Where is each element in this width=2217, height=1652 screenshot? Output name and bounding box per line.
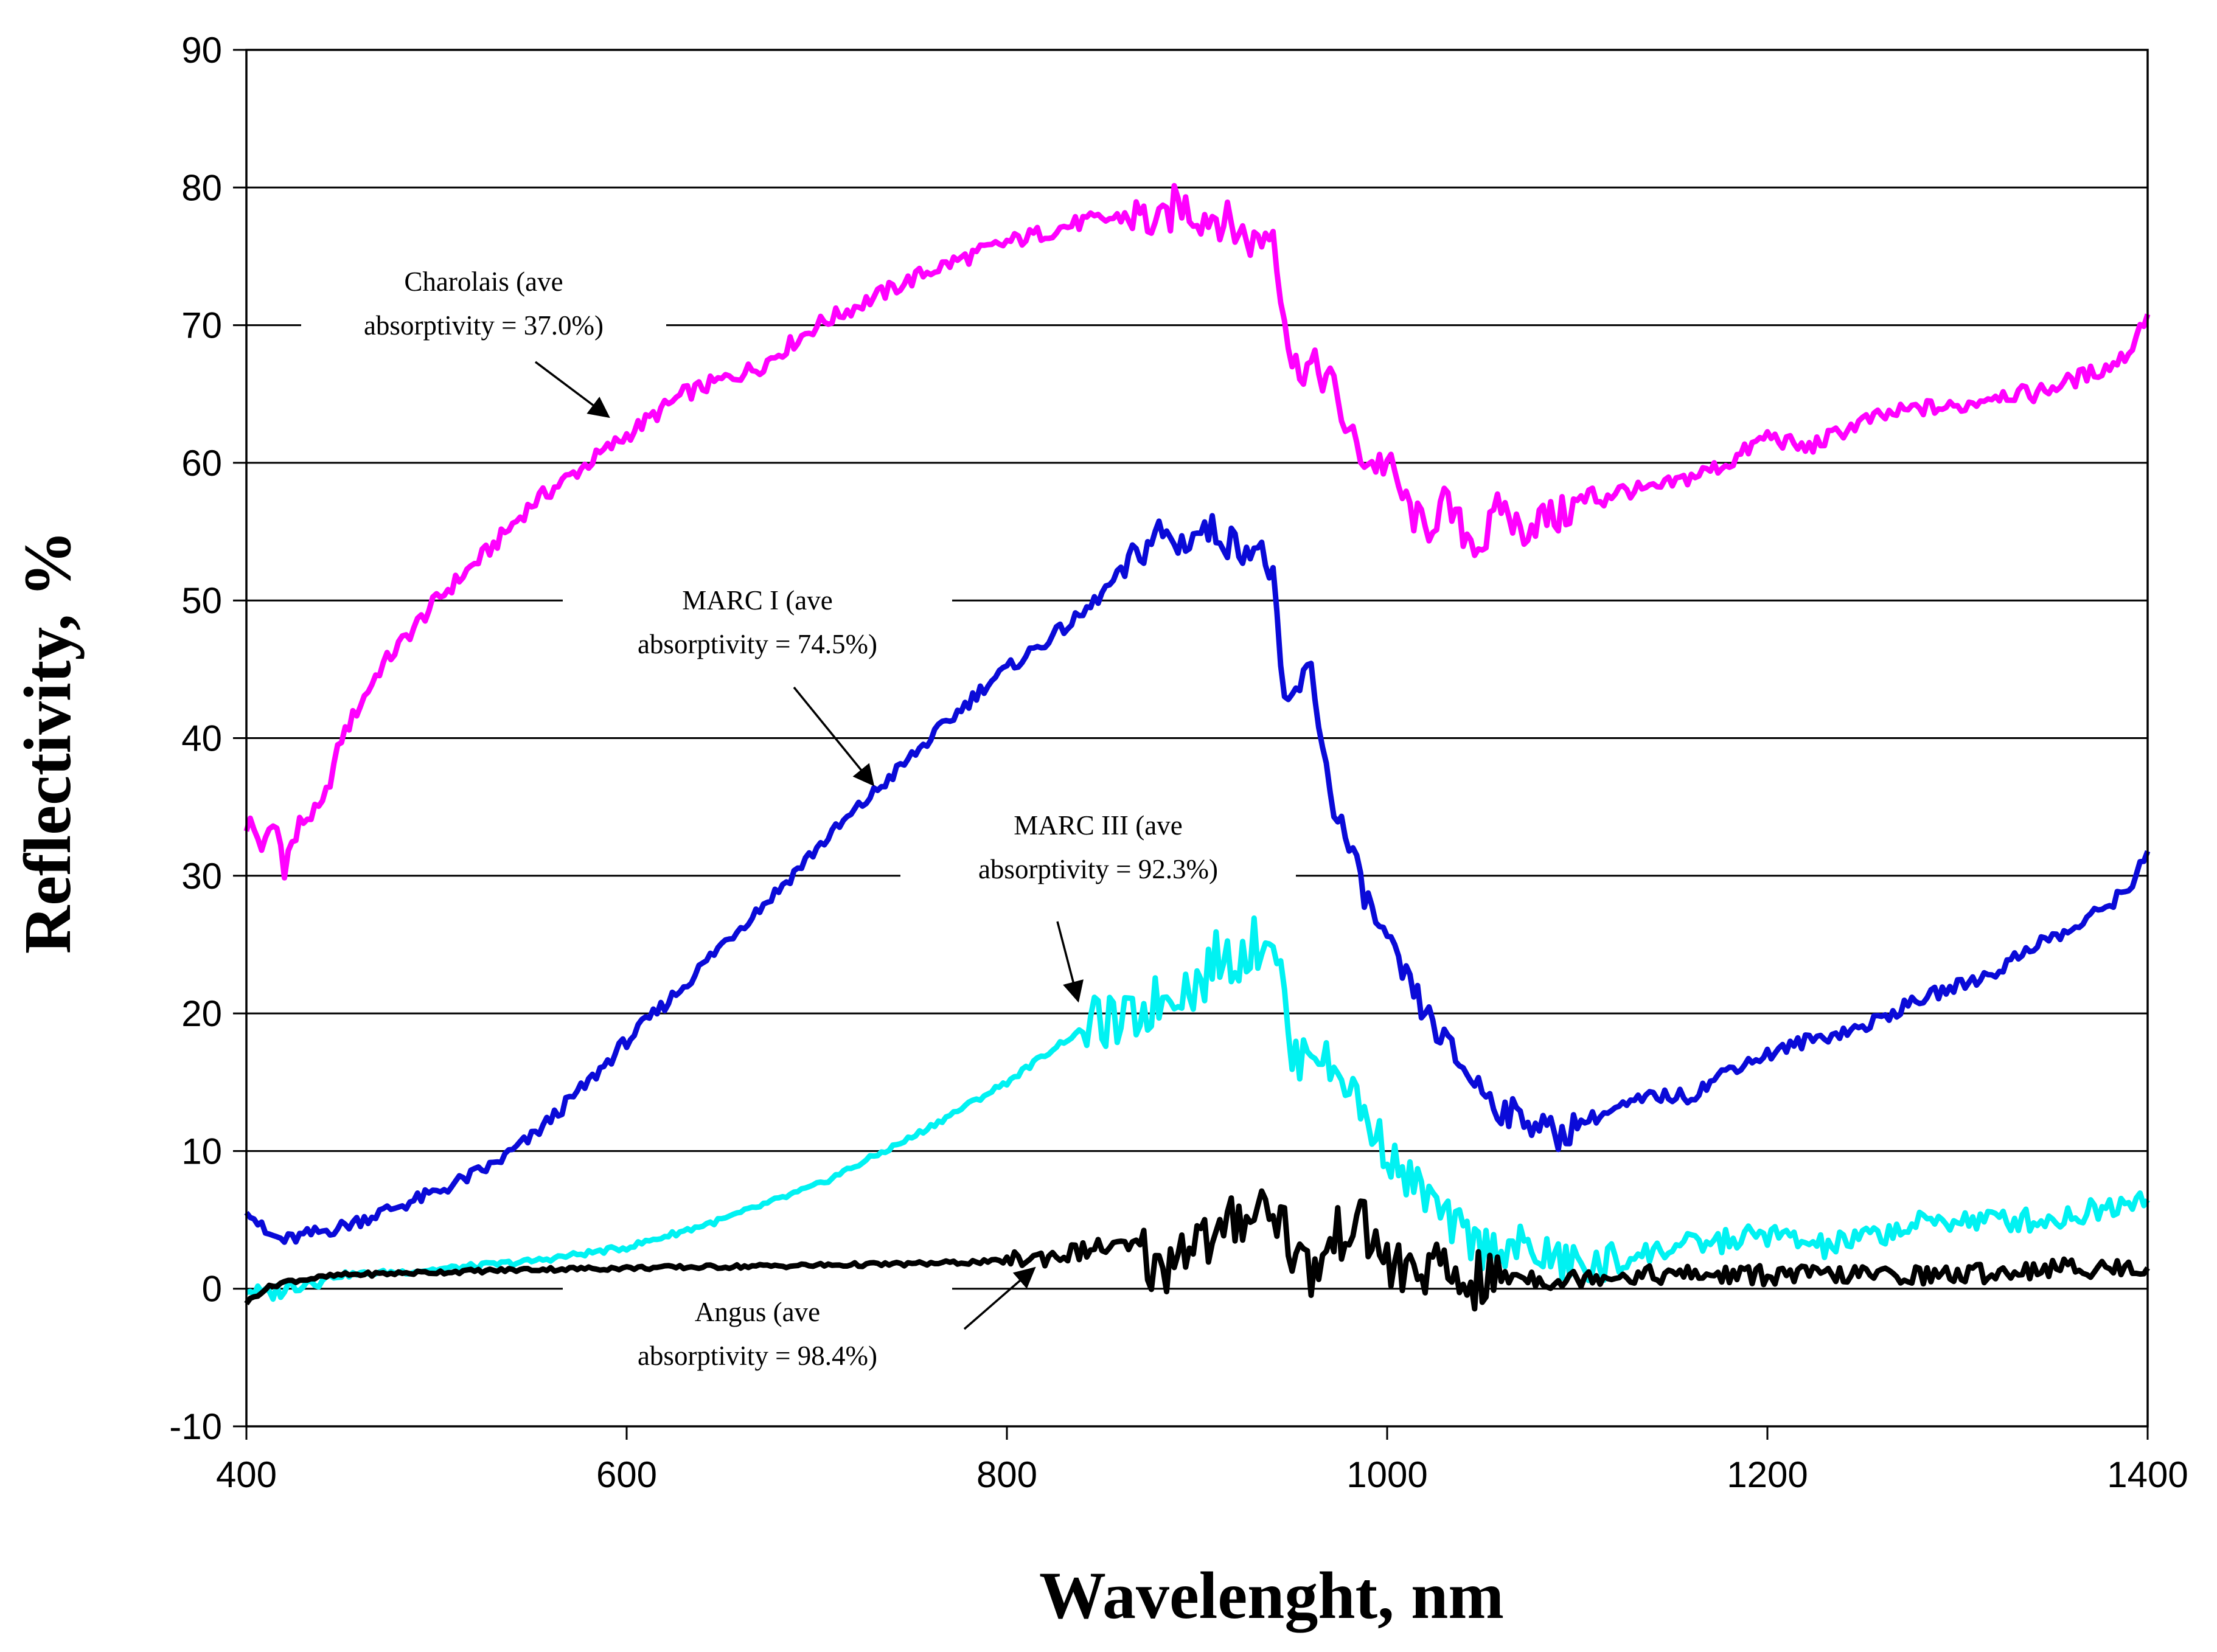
- x-tick-label: 1200: [1727, 1454, 1808, 1495]
- y-tick-label: 40: [181, 718, 222, 759]
- annotation-marc-i: MARC I (ave absorptivity = 74.5%): [563, 573, 952, 786]
- annotation-text: absorptivity = 37.0%): [364, 310, 604, 341]
- annotation-mask: [301, 254, 666, 352]
- annotation-marc-iii: MARC III (ave absorptivity = 92.3%): [900, 798, 1296, 1003]
- y-tick-label: 80: [181, 167, 222, 208]
- annotation-arrow: [1056, 921, 1084, 1003]
- annotation-text: Angus (ave: [695, 1297, 820, 1327]
- plot-frame: [245, 49, 2149, 1428]
- series-line-angus: [244, 1188, 2150, 1312]
- series-line-marc-i: [244, 513, 2151, 1245]
- y-tick-label: 90: [181, 30, 222, 71]
- annotation-mask: [563, 573, 952, 670]
- y-tick-label: 60: [181, 443, 222, 484]
- x-axis-title: Wavelenght, nm: [1039, 1558, 1504, 1633]
- y-tick-label: 20: [181, 993, 222, 1034]
- y-tick-label: 70: [181, 305, 222, 346]
- annotations: Charolais (ave absorptivity = 37.0%) MARC …: [301, 254, 1296, 1382]
- series-line-charolais: [243, 182, 2151, 881]
- y-tick-label: -10: [169, 1406, 222, 1447]
- x-tick-label: 800: [976, 1454, 1037, 1495]
- annotation-mask: [563, 1285, 952, 1382]
- x-tick-label: 1000: [1346, 1454, 1427, 1495]
- annotation-text: MARC I (ave: [682, 585, 832, 616]
- annotation-text: Charolais (ave: [404, 266, 563, 297]
- x-tick-label: 600: [596, 1454, 657, 1495]
- annotation-text: MARC III (ave: [1014, 810, 1182, 841]
- annotation-angus: Angus (ave absorptivity = 98.4%): [563, 1266, 1036, 1382]
- y-axis-title: Reflectivity, %: [10, 530, 85, 954]
- annotation-text: absorptivity = 74.5%): [638, 629, 877, 659]
- annotation-arrow: [793, 686, 875, 786]
- y-tick-label: 30: [181, 856, 222, 897]
- series-line-marc-iii: [245, 915, 2150, 1302]
- x-tick-label: 400: [216, 1454, 277, 1495]
- annotation-arrow: [534, 361, 610, 418]
- annotation-text: absorptivity = 98.4%): [638, 1341, 877, 1371]
- annotation-mask: [900, 798, 1296, 895]
- y-tick-label: 10: [181, 1131, 222, 1171]
- x-tick-label: 1400: [2107, 1454, 2188, 1495]
- y-tick-label: 0: [202, 1269, 222, 1310]
- tick-labels: -10 0 10 20 30 40 50 60 70 80 90 400 600 800 1000 1200 1…: [169, 30, 2188, 1495]
- y-tick-label: 50: [181, 580, 222, 621]
- axes: [233, 49, 2149, 1440]
- annotation-charolais: Charolais (ave absorptivity = 37.0%): [301, 254, 666, 418]
- series-layer: [243, 182, 2151, 1312]
- annotation-text: absorptivity = 92.3%): [978, 854, 1218, 884]
- annotation-arrow: [963, 1266, 1036, 1330]
